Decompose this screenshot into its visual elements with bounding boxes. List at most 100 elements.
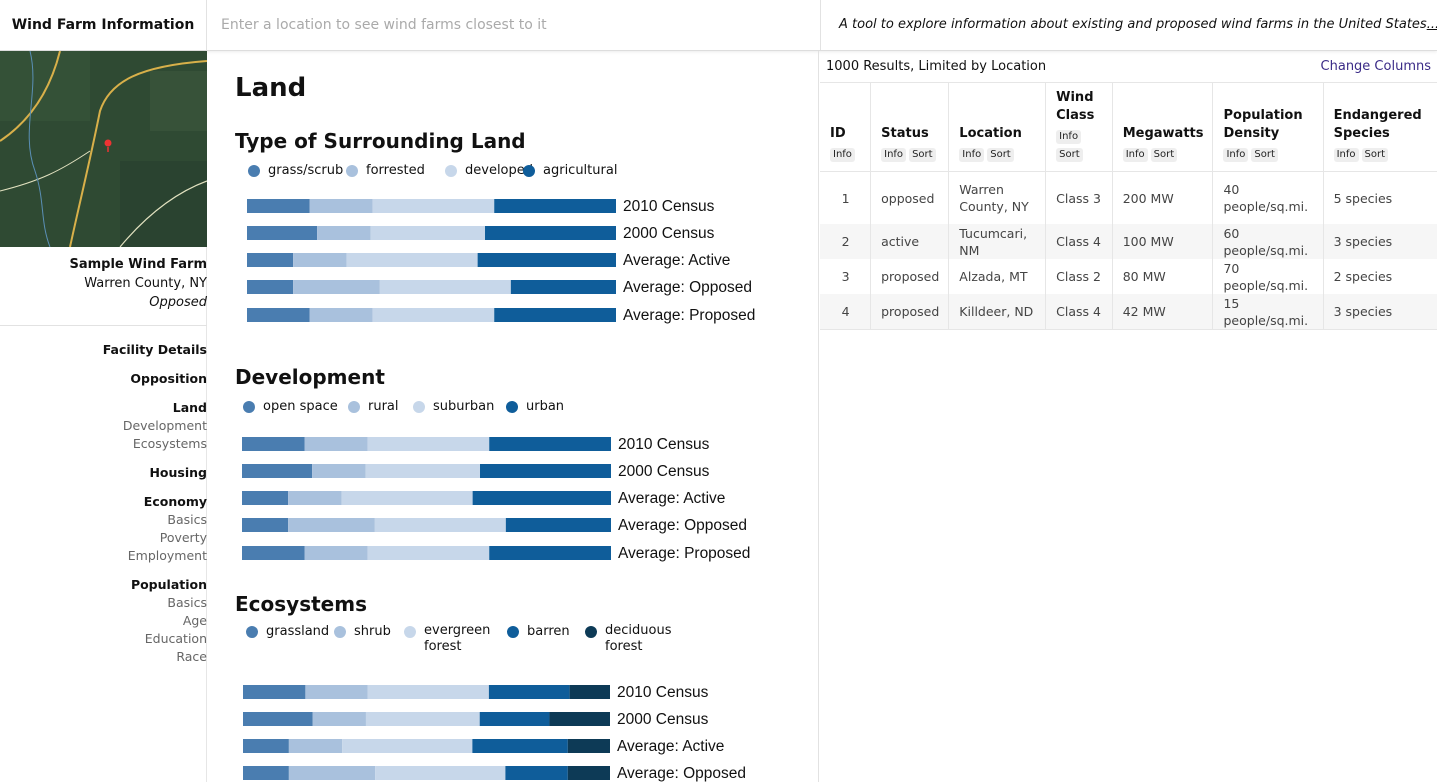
section-title-ecosystems: Ecosystems — [235, 592, 367, 616]
bar-2010-census-evergreen-forest — [367, 685, 489, 699]
legend-swatch — [404, 626, 416, 638]
tagline-text: A tool to explore information about exis… — [839, 17, 1427, 32]
change-columns-link[interactable]: Change Columns — [1320, 59, 1431, 74]
cell-endangered-species: 2 species — [1333, 269, 1393, 284]
tagline: A tool to explore information about exis… — [820, 0, 1437, 50]
bar-average-active-deciduous-forest — [567, 739, 610, 753]
nav-land-development[interactable]: Development — [122, 418, 207, 433]
location-map[interactable] — [0, 51, 207, 247]
cell-population-density: 15 people/sq.mi. — [1212, 294, 1324, 330]
nav-population[interactable]: Population — [130, 577, 207, 592]
bar-average-opposed-evergreen-forest — [375, 766, 506, 780]
nav-land-ecosystems[interactable]: Ecosystems — [132, 436, 207, 451]
cell-wind-class: Class 2 — [1045, 259, 1113, 294]
nav-opposition[interactable]: Opposition — [130, 371, 207, 386]
info-button-megawatts[interactable]: Info — [1122, 148, 1148, 162]
column-header-location: Location Info Sort — [948, 82, 1047, 172]
nav-housing[interactable]: Housing — [149, 465, 207, 480]
legend-swatch — [334, 626, 346, 638]
bar-average-proposed-agricultural — [494, 308, 616, 322]
legend-label: evergreen forest — [424, 623, 491, 654]
nav-population-race[interactable]: Race — [176, 649, 207, 664]
nav-economy-poverty[interactable]: Poverty — [159, 530, 207, 545]
bar-average-active-rural — [288, 491, 342, 505]
category-label-average-active: Average: Active — [617, 738, 724, 755]
location-search-input[interactable] — [207, 0, 819, 50]
app-title[interactable]: Wind Farm Information — [0, 0, 207, 50]
results-table: ID Info Status Info Sort Location Info Sort Wind… — [820, 82, 1437, 330]
column-header-status: Status Info Sort — [870, 82, 950, 172]
nav-population-basics[interactable]: Basics — [167, 595, 207, 610]
bar-average-active-forrested — [293, 253, 347, 267]
cell-population-density: 40 people/sq.mi. — [1212, 171, 1324, 224]
table-row[interactable]: 1 opposed Warren County, NY Class 3 200 MW 40… — [820, 171, 1437, 224]
column-label: Wind Class — [1056, 90, 1095, 123]
nav-land[interactable]: Land — [172, 400, 207, 415]
results-count: 1000 Results, Limited by Location — [826, 59, 1047, 74]
bar-average-opposed-forrested — [293, 280, 380, 294]
bar-2010-census-agricultural — [494, 199, 616, 213]
info-button-status[interactable]: Info — [881, 148, 907, 162]
nav-facility-details[interactable]: Facility Details — [102, 342, 207, 357]
cell-wind-class: Class 4 — [1045, 294, 1113, 330]
info-button-id[interactable]: Info — [830, 148, 855, 162]
info-button-location[interactable]: Info — [959, 148, 985, 162]
cell-population-density: 70 people/sq.mi. — [1212, 259, 1324, 294]
info-button-population-density[interactable]: Info — [1223, 148, 1249, 162]
column-header-population-density: Population Density Info Sort — [1212, 82, 1324, 172]
info-button-endangered-species[interactable]: Info — [1333, 148, 1359, 162]
category-label-average-opposed: Average: Opposed — [623, 279, 752, 296]
nav-economy-basics[interactable]: Basics — [167, 512, 207, 527]
legend-label: grassland — [266, 624, 330, 639]
table-row[interactable]: 3 proposed Alzada, MT Class 2 80 MW 70 people… — [820, 259, 1437, 294]
bar-2010-census-rural — [304, 437, 368, 451]
nav-population-education[interactable]: Education — [144, 631, 207, 646]
sort-button-population-density[interactable]: Sort — [1251, 148, 1278, 162]
bar-average-active-urban — [472, 491, 611, 505]
cell-megawatts: 42 MW — [1112, 294, 1214, 330]
sort-button-location[interactable]: Sort — [987, 148, 1014, 162]
bar-2000-census-deciduous-forest — [549, 712, 610, 726]
sidebar-divider — [0, 325, 207, 326]
nav-population-age[interactable]: Age — [182, 613, 207, 628]
table-row[interactable]: 2 active Tucumcari, NM Class 4 100 MW 60 peop… — [820, 224, 1437, 259]
bar-2010-census-suburban — [367, 437, 490, 451]
cell-id: 2 — [820, 224, 872, 259]
legend-label: deciduous forest — [605, 623, 672, 654]
bar-average-proposed-suburban — [367, 546, 490, 560]
bar-2010-census-shrub — [305, 685, 368, 699]
bar-2000-census-evergreen-forest — [365, 712, 480, 726]
tagline-more-link[interactable]: ... — [1426, 17, 1437, 32]
sort-button-status[interactable]: Sort — [909, 148, 936, 162]
legend-label: open space — [263, 399, 338, 414]
column-header-endangered-species: Endangered Species Info Sort — [1323, 82, 1437, 172]
cell-megawatts: 200 MW — [1112, 171, 1214, 224]
nav-economy-employment[interactable]: Employment — [127, 548, 207, 563]
cell-location: Alzada, MT — [948, 259, 1047, 294]
satellite-map-image — [0, 51, 207, 247]
cell-status: proposed — [870, 259, 950, 294]
bar-2000-census-agricultural — [485, 226, 616, 240]
bar-average-proposed-forrested — [309, 308, 373, 322]
cell-megawatts: 100 MW — [1112, 224, 1214, 259]
bar-average-active-evergreen-forest — [342, 739, 473, 753]
legend-swatch — [348, 401, 360, 413]
bar-average-active-grassland — [243, 739, 289, 753]
legend-label: shrub — [354, 624, 391, 639]
category-label-2010-census: 2010 Census — [618, 436, 710, 453]
sort-button-endangered-species[interactable]: Sort — [1361, 148, 1389, 162]
info-button-wind-class[interactable]: Info — [1056, 130, 1082, 144]
sidebar: Sample Wind Farm Warren County, NY Oppos… — [0, 51, 207, 782]
bar-average-opposed-barren — [505, 766, 568, 780]
bar-average-opposed-shrub — [288, 766, 376, 780]
farm-location: Warren County, NY — [84, 276, 207, 291]
bar-average-opposed-urban — [505, 518, 611, 532]
legend-swatch — [243, 401, 255, 413]
table-row[interactable]: 4 proposed Killdeer, ND Class 4 42 MW 15 peop… — [820, 294, 1437, 330]
sort-button-wind-class[interactable]: Sort — [1056, 148, 1083, 162]
nav-economy[interactable]: Economy — [143, 494, 207, 509]
sort-button-megawatts[interactable]: Sort — [1150, 148, 1178, 162]
bar-2010-census-deciduous-forest — [569, 685, 610, 699]
